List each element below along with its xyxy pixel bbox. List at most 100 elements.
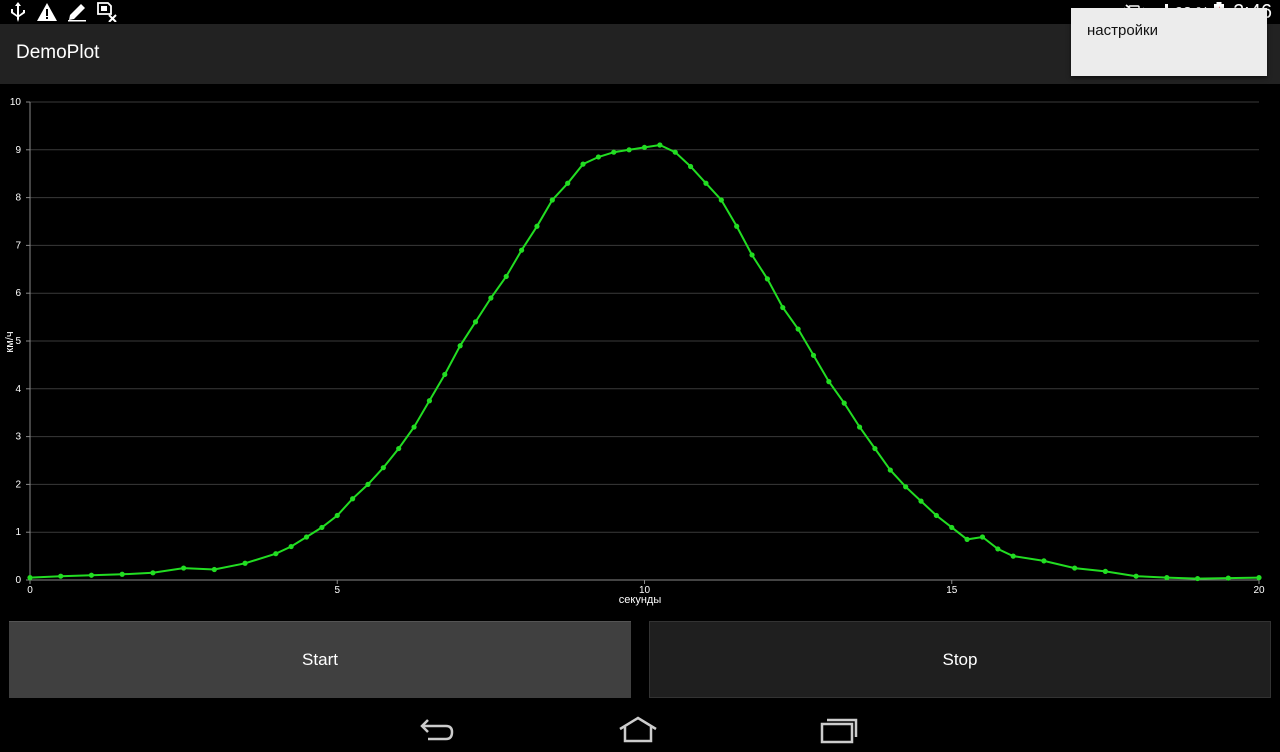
data-point: [611, 149, 617, 155]
data-point: [641, 144, 648, 151]
data-point: [703, 180, 709, 186]
data-point: [411, 424, 417, 430]
data-point: [672, 149, 678, 155]
data-point: [565, 180, 571, 186]
data-point: [841, 400, 847, 406]
data-point: [734, 223, 740, 229]
app-title: DemoPlot: [16, 42, 100, 63]
data-point: [27, 575, 33, 581]
menu-item-settings[interactable]: настройки: [1087, 22, 1159, 39]
navigation-bar: [0, 704, 1280, 752]
data-point: [687, 163, 694, 170]
action-bar: DemoPlot: [0, 24, 1280, 84]
data-point: [826, 379, 832, 385]
data-point: [1072, 565, 1078, 571]
data-point: [749, 252, 755, 258]
home-icon[interactable]: [614, 714, 662, 746]
y-tick-label: 0: [15, 575, 21, 586]
recent-apps-icon[interactable]: [814, 714, 862, 746]
y-tick-label: 6: [15, 288, 21, 299]
x-tick-label: 15: [946, 585, 958, 596]
x-tick-labels: 0 5 10 15 20: [27, 585, 1265, 596]
data-point: [181, 565, 187, 571]
x-tick-label: 20: [1253, 585, 1265, 596]
data-point: [303, 534, 310, 540]
data-point: [964, 536, 970, 542]
data-point: [442, 371, 448, 378]
sim-error-icon: [97, 2, 117, 22]
stop-button[interactable]: Stop: [649, 621, 1271, 698]
warning-icon: [37, 3, 57, 21]
x-axis-label: секунды: [619, 594, 662, 606]
line-chart: 0 1 2 3 4 5 6 7 8 9 10 0 5 10 15 20 секунды км/ч: [4, 97, 1265, 606]
data-point: [718, 197, 724, 203]
data-point: [457, 343, 463, 349]
data-point: [918, 498, 924, 504]
y-tick-label: 8: [15, 193, 21, 204]
data-point: [549, 197, 555, 203]
data-point: [472, 319, 479, 325]
data-point: [795, 326, 801, 332]
y-tick-label: 9: [15, 145, 21, 156]
y-tick-label: 7: [15, 240, 21, 251]
data-point: [365, 481, 371, 487]
y-tick-label: 4: [15, 384, 21, 395]
data-point: [887, 467, 893, 473]
data-point: [856, 424, 863, 430]
x-tick-label: 5: [334, 585, 340, 596]
y-axis-label: км/ч: [4, 331, 16, 352]
data-point: [334, 512, 340, 519]
y-tick-label: 3: [15, 432, 21, 443]
y-tick-labels: 0 1 2 3 4 5 6 7 8 9 10: [10, 97, 22, 586]
y-tick-label: 5: [15, 336, 21, 347]
overflow-menu-popup: настройки: [1071, 8, 1267, 76]
y-tick-label: 2: [15, 479, 21, 490]
data-point: [426, 398, 433, 404]
data-point: [396, 445, 402, 452]
data-point: [657, 142, 663, 148]
data-point: [580, 161, 586, 167]
data-point: [380, 465, 386, 471]
data-point: [872, 445, 878, 452]
data-point: [780, 304, 786, 311]
back-icon[interactable]: [414, 714, 462, 746]
data-point: [1010, 553, 1016, 559]
y-tick-label: 10: [10, 97, 22, 108]
status-bar: 93 % 2:46: [0, 0, 1280, 24]
edit-icon: [68, 4, 86, 22]
data-point: [1133, 573, 1139, 579]
data-point: [1041, 558, 1047, 564]
data-point: [1102, 568, 1108, 574]
data-point: [764, 276, 771, 282]
data-point: [350, 496, 356, 502]
usb-icon: [11, 2, 25, 22]
data-point: [995, 546, 1001, 552]
y-tick-label: 1: [15, 527, 21, 538]
data-point: [58, 573, 64, 579]
chart-axes: [29, 102, 1260, 584]
series-points: [27, 142, 1262, 582]
start-button[interactable]: Start: [9, 621, 631, 698]
data-point: [933, 512, 939, 519]
data-point: [595, 154, 602, 160]
data-point: [519, 247, 525, 253]
data-point: [810, 352, 817, 358]
x-tick-label: 0: [27, 585, 33, 596]
data-point: [1194, 575, 1201, 582]
data-point: [503, 273, 509, 280]
data-point: [273, 551, 279, 557]
series-line: [29, 143, 1260, 580]
data-point: [903, 484, 909, 490]
chart-grid: [26, 101, 1259, 581]
data-point: [288, 543, 294, 550]
data-point: [1256, 575, 1262, 581]
data-point: [119, 571, 125, 577]
data-point: [150, 570, 156, 576]
data-point: [979, 534, 986, 540]
data-point: [242, 560, 248, 566]
data-point: [949, 524, 955, 531]
data-point: [1225, 575, 1231, 581]
x-tick-label: 10: [639, 585, 651, 596]
data-point: [626, 147, 632, 153]
data-point: [88, 572, 95, 578]
